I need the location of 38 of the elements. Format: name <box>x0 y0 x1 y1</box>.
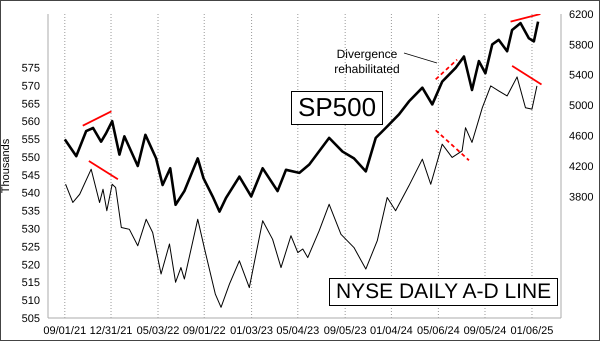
y-tick-label: 505 <box>22 312 40 325</box>
x-tick-label: 12/31/21 <box>90 324 132 337</box>
y2-tick-label: 5000 <box>569 100 594 112</box>
x-tick-label: 09/01/22 <box>182 324 226 337</box>
y-tick-label: 515 <box>22 277 40 290</box>
y-axis-title: Thousands <box>0 138 12 194</box>
x-tick-label: 09/01/21 <box>43 324 86 337</box>
x-tick-label: 01/06/25 <box>510 324 554 337</box>
x-tick-label: 09/05/23 <box>324 324 367 337</box>
series-label: NYSE DAILY A-D LINE <box>329 278 558 306</box>
x-tick-label: 05/04/23 <box>276 324 320 337</box>
y-tick-label: 545 <box>22 170 40 182</box>
y-tick-label: 520 <box>22 259 40 272</box>
x-tick-label: 05/03/22 <box>136 324 180 337</box>
x-tick-label: 09/05/24 <box>464 324 506 337</box>
y-tick-label: 530 <box>22 223 40 236</box>
y-tick-label: 570 <box>22 80 40 92</box>
y-tick-label: 560 <box>22 116 40 128</box>
y-tick-label: 510 <box>22 295 40 308</box>
x-tick-label: 05/06/24 <box>416 324 460 337</box>
y2-tick-label: 6200 <box>569 8 594 21</box>
y-tick-label: 535 <box>22 206 40 218</box>
y-tick-label: 550 <box>22 152 40 164</box>
series-label: SP500 <box>291 91 384 125</box>
y-tick-label: 555 <box>22 134 40 146</box>
y-tick-label: 565 <box>22 98 40 110</box>
annotation: Divergence rehabilitated <box>334 47 400 76</box>
y2-tick-label: 5400 <box>569 70 594 82</box>
x-tick-label: 01/03/23 <box>230 324 274 337</box>
y-tick-label: 575 <box>22 62 40 75</box>
line-series <box>64 20 540 213</box>
y2-tick-label: 4200 <box>569 160 594 173</box>
x-tick-label: 01/04/24 <box>370 324 413 337</box>
y-tick-label: 540 <box>22 188 40 200</box>
y2-tick-label: 5800 <box>569 39 594 52</box>
y2-tick-label: 4600 <box>569 130 594 143</box>
y2-tick-label: 3800 <box>569 191 594 204</box>
y-tick-label: 525 <box>22 241 40 254</box>
